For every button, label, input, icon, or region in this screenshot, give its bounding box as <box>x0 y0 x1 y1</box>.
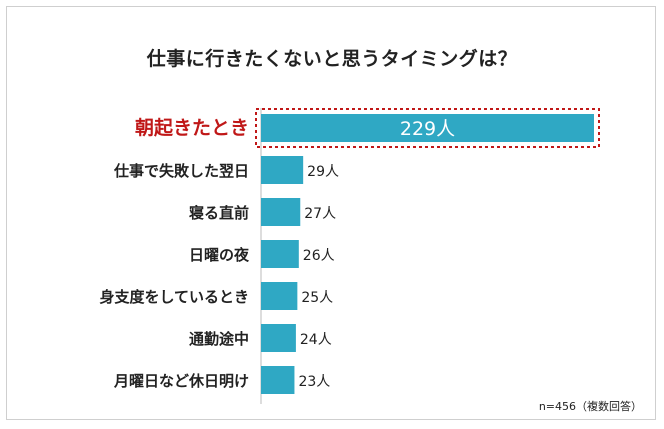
bar-5 <box>261 324 296 352</box>
data-label-5: 24人 <box>300 332 332 348</box>
category-label-5: 通勤途中 <box>189 330 249 348</box>
category-label-4: 身支度をしているとき <box>99 288 249 306</box>
bar-3 <box>261 240 299 268</box>
bar-2 <box>261 198 301 226</box>
data-label-3: 26人 <box>303 248 335 264</box>
data-label-1: 29人 <box>307 164 339 180</box>
data-label-6: 23人 <box>298 374 330 390</box>
bar-6 <box>261 366 295 394</box>
data-label-2: 27人 <box>304 206 336 222</box>
bar-4 <box>261 282 298 310</box>
bar-1 <box>261 156 304 184</box>
category-label-1: 仕事で失敗した翌日 <box>113 162 249 180</box>
data-label-4: 25人 <box>301 290 333 306</box>
data-label-0: 229人 <box>400 118 455 140</box>
category-label-2: 寝る直前 <box>189 204 249 222</box>
bar-0 <box>261 114 594 142</box>
chart-frame <box>6 6 656 420</box>
category-label-3: 日曜の夜 <box>189 246 250 264</box>
category-label-6: 月曜日など休日明け <box>113 372 249 390</box>
chart-title: 仕事に行きたくないと思うタイミングは？ <box>146 48 518 70</box>
category-label-0: 朝起きたとき <box>135 117 249 139</box>
sample-note: n=456（複数回答） <box>538 400 642 413</box>
highlight-border <box>255 108 600 148</box>
